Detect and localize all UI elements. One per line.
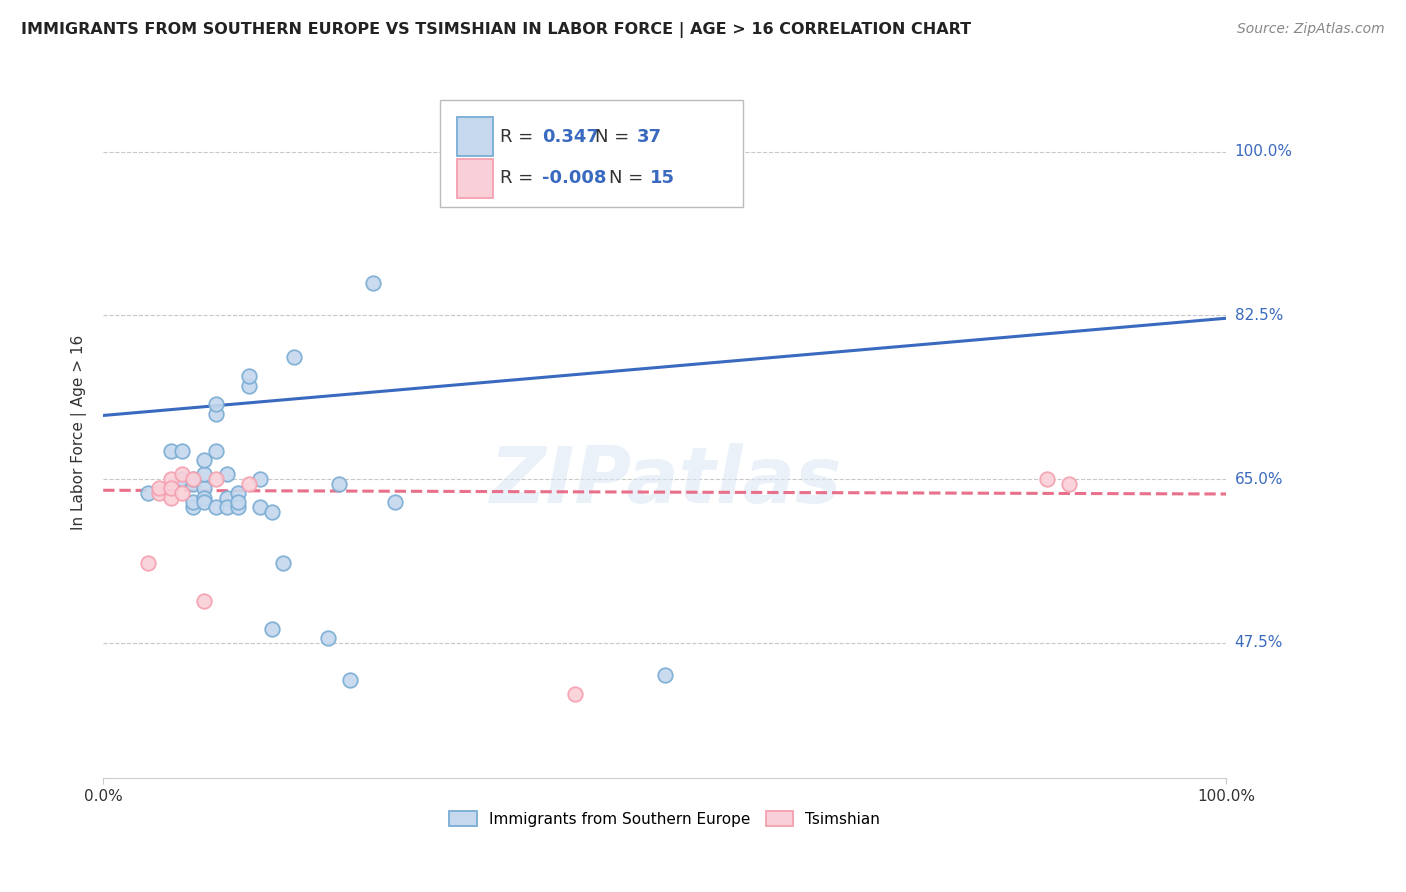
- Text: 65.0%: 65.0%: [1234, 472, 1284, 486]
- Point: [238, 369, 260, 384]
- Y-axis label: In Labor Force | Age > 16: In Labor Force | Age > 16: [72, 334, 87, 530]
- Point: [193, 467, 215, 482]
- Point: [181, 472, 204, 486]
- FancyBboxPatch shape: [457, 118, 494, 156]
- Text: N =: N =: [609, 169, 648, 187]
- Point: [159, 491, 181, 505]
- Point: [204, 397, 226, 411]
- Point: [136, 556, 159, 570]
- Point: [148, 486, 170, 500]
- Point: [316, 631, 339, 645]
- Point: [249, 472, 271, 486]
- Point: [339, 673, 361, 687]
- Point: [193, 593, 215, 607]
- Point: [170, 444, 193, 458]
- Legend: Immigrants from Southern Europe, Tsimshian: Immigrants from Southern Europe, Tsimshi…: [443, 805, 886, 833]
- Point: [181, 500, 204, 514]
- Point: [283, 351, 305, 365]
- Point: [170, 467, 193, 482]
- Point: [1057, 476, 1080, 491]
- Point: [204, 472, 226, 486]
- Text: -0.008: -0.008: [543, 169, 607, 187]
- Point: [159, 472, 181, 486]
- Point: [193, 491, 215, 505]
- Text: 37: 37: [637, 128, 662, 146]
- Point: [181, 472, 204, 486]
- Point: [136, 486, 159, 500]
- Point: [170, 486, 193, 500]
- Text: 82.5%: 82.5%: [1234, 308, 1282, 323]
- Point: [328, 476, 350, 491]
- Text: 100.0%: 100.0%: [1234, 145, 1292, 160]
- Point: [271, 556, 294, 570]
- FancyBboxPatch shape: [457, 159, 494, 198]
- Text: R =: R =: [499, 169, 538, 187]
- Point: [249, 500, 271, 514]
- Point: [260, 505, 283, 519]
- Point: [226, 500, 249, 514]
- Point: [226, 486, 249, 500]
- Point: [260, 622, 283, 636]
- Point: [181, 476, 204, 491]
- Text: IMMIGRANTS FROM SOUTHERN EUROPE VS TSIMSHIAN IN LABOR FORCE | AGE > 16 CORRELATI: IMMIGRANTS FROM SOUTHERN EUROPE VS TSIMS…: [21, 22, 972, 38]
- Point: [564, 687, 586, 701]
- Point: [193, 495, 215, 509]
- Point: [204, 407, 226, 421]
- Point: [226, 495, 249, 509]
- Point: [238, 378, 260, 392]
- Point: [238, 476, 260, 491]
- Point: [384, 495, 406, 509]
- Point: [148, 482, 170, 496]
- Point: [361, 276, 384, 290]
- Point: [193, 482, 215, 496]
- Text: Source: ZipAtlas.com: Source: ZipAtlas.com: [1237, 22, 1385, 37]
- Text: ZIPatlas: ZIPatlas: [489, 442, 841, 519]
- Point: [204, 500, 226, 514]
- Point: [170, 472, 193, 486]
- Text: R =: R =: [499, 128, 538, 146]
- Point: [193, 453, 215, 467]
- Point: [159, 444, 181, 458]
- Point: [215, 500, 238, 514]
- FancyBboxPatch shape: [440, 100, 744, 208]
- Point: [181, 495, 204, 509]
- Point: [654, 668, 676, 682]
- Point: [215, 467, 238, 482]
- Text: 0.347: 0.347: [543, 128, 599, 146]
- Point: [159, 482, 181, 496]
- Text: N =: N =: [595, 128, 636, 146]
- Text: 15: 15: [650, 169, 675, 187]
- Point: [1035, 472, 1057, 486]
- Text: 47.5%: 47.5%: [1234, 635, 1282, 650]
- Point: [204, 444, 226, 458]
- Point: [215, 491, 238, 505]
